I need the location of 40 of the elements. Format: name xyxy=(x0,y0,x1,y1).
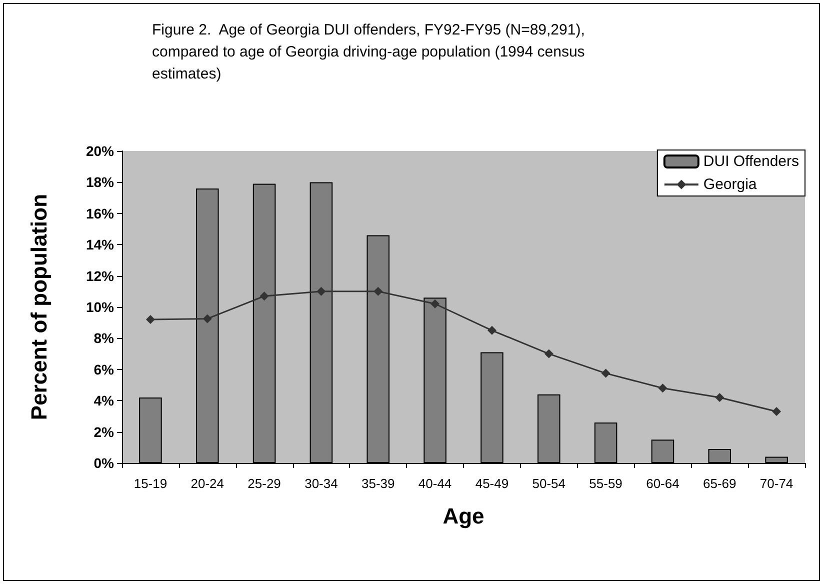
point xyxy=(430,299,440,308)
y-tick-label: 12% xyxy=(86,268,115,284)
legend-label: DUI Offenders xyxy=(703,153,800,170)
x-tick-label: 20-24 xyxy=(190,476,224,491)
point xyxy=(487,326,496,335)
x-axis-title: Age xyxy=(442,504,484,528)
x-tick-label: 15-19 xyxy=(134,476,168,491)
point xyxy=(146,314,155,324)
x-tick-label: 45-49 xyxy=(475,476,509,491)
y-tick-label: 4% xyxy=(94,392,115,409)
y-axis-title: Percent of population xyxy=(26,194,52,420)
y-tick-label: 8% xyxy=(94,330,115,346)
point xyxy=(202,314,212,324)
y-tick-label: 20% xyxy=(86,143,115,159)
y-tick-label: 0% xyxy=(94,455,115,471)
y-tick-label: 14% xyxy=(86,236,115,253)
x-tick-label: 55-59 xyxy=(589,476,622,491)
y-tick-label: 2% xyxy=(94,424,115,440)
point xyxy=(601,368,610,378)
x-tick-label: 40-44 xyxy=(418,476,452,491)
point xyxy=(658,384,668,393)
x-tick-label: 70-74 xyxy=(760,476,794,491)
chart-title: Figure 2. Age of Georgia DUI offenders, FY92-FY95 (N=89,291), compared to age of Georgia driving-age population (1994 census estimates) xyxy=(152,22,590,82)
point xyxy=(544,349,554,358)
y-tick-label: 18% xyxy=(86,174,115,190)
x-tick-label: 30-34 xyxy=(304,476,338,491)
point xyxy=(260,292,269,301)
legend-label: Georgia xyxy=(703,176,758,193)
point xyxy=(316,286,326,296)
point xyxy=(772,407,782,416)
x-tick-label: 50-54 xyxy=(532,476,566,491)
y-tick-label: 16% xyxy=(86,205,115,222)
point xyxy=(374,286,383,296)
y-tick-label: 6% xyxy=(94,361,115,378)
x-tick-label: 25-29 xyxy=(248,476,281,491)
x-tick-label: 65-69 xyxy=(703,476,736,491)
x-tick-label: 60-64 xyxy=(646,476,680,491)
point xyxy=(715,392,724,402)
x-tick-label: 35-39 xyxy=(362,476,395,491)
y-tick-label: 10% xyxy=(86,299,115,315)
